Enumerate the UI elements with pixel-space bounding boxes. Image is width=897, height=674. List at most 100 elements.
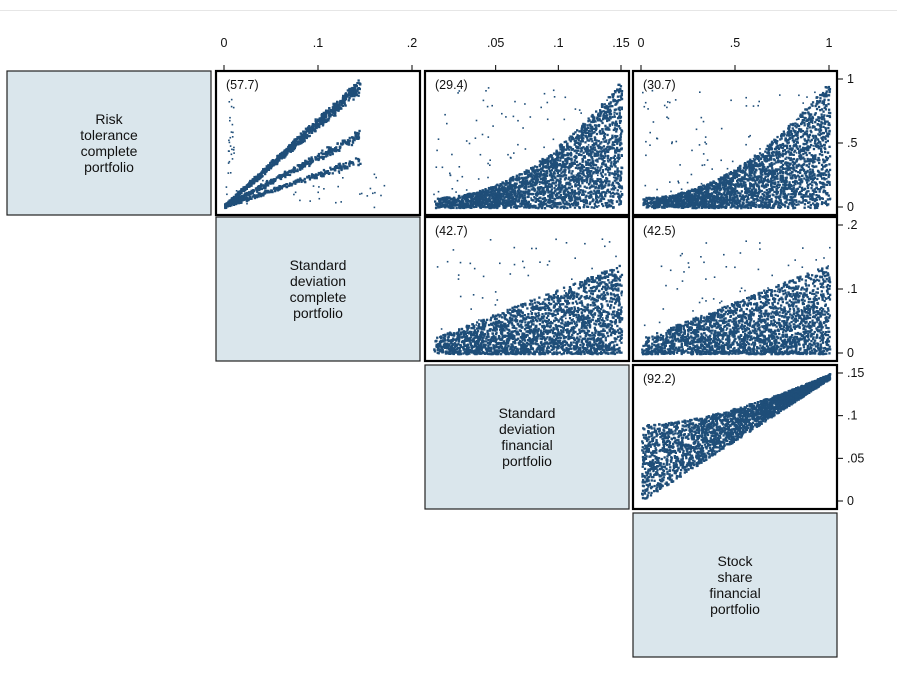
scatter-point xyxy=(574,136,578,139)
scatter-point xyxy=(565,200,568,203)
scatter-point xyxy=(513,206,516,209)
scatter-point xyxy=(274,187,276,189)
scatter-point xyxy=(801,135,804,138)
scatter-point xyxy=(815,143,818,146)
scatter-point xyxy=(567,156,570,159)
scatter-point xyxy=(593,202,596,205)
scatter-point xyxy=(555,161,558,165)
scatter-point xyxy=(336,106,339,109)
scatter-point xyxy=(815,145,818,148)
scatter-point xyxy=(568,138,571,141)
scatter-point xyxy=(495,184,498,187)
scatter-point xyxy=(753,192,756,195)
scatter-point xyxy=(605,105,609,108)
scatter-point xyxy=(523,177,526,180)
scatter-point xyxy=(569,183,572,186)
scatter-point xyxy=(485,194,488,197)
scatter-point xyxy=(453,202,457,205)
scatter-point xyxy=(335,165,338,168)
scatter-point xyxy=(518,193,522,197)
scatter-point xyxy=(273,178,276,181)
scatter-point xyxy=(322,113,325,116)
scatter-point xyxy=(748,166,752,169)
scatter-point xyxy=(373,173,376,176)
scatter-point xyxy=(525,176,528,180)
scatter-point xyxy=(441,201,444,205)
scatter-point xyxy=(505,196,508,199)
scatter-point xyxy=(570,198,573,202)
scatter-point xyxy=(580,134,583,137)
scatter-point xyxy=(300,141,303,145)
scatter-point xyxy=(508,183,512,187)
scatter-point xyxy=(590,115,593,118)
scatter-point xyxy=(617,185,621,189)
scatter-point xyxy=(577,173,580,176)
scatter-point xyxy=(586,177,589,180)
scatter-point xyxy=(255,194,258,197)
scatter-point xyxy=(597,178,600,181)
scatter-point xyxy=(797,203,800,206)
scatter-point xyxy=(544,190,547,193)
scatter-point xyxy=(279,177,282,180)
scatter-point xyxy=(517,176,520,179)
scatter-point xyxy=(248,182,251,185)
scatter-point xyxy=(619,144,622,147)
scatter-point xyxy=(560,184,564,187)
scatter-point xyxy=(308,134,311,138)
scatter-point xyxy=(479,196,482,199)
scatter-point xyxy=(544,184,547,187)
scatter-point xyxy=(286,152,289,155)
scatter-point xyxy=(556,172,559,175)
scatter-point xyxy=(516,195,519,198)
scatter-point xyxy=(466,198,469,202)
scatter-point xyxy=(435,202,438,206)
scatter-point xyxy=(436,204,439,207)
scatter-point xyxy=(580,164,583,167)
scatter-point xyxy=(601,121,604,125)
scatter-point xyxy=(560,168,563,171)
scatter-point xyxy=(555,153,558,156)
scatter-point xyxy=(540,106,542,109)
scatter-point xyxy=(487,87,490,89)
scatter-point xyxy=(609,102,612,105)
scatter-point xyxy=(518,173,522,176)
scatter-point xyxy=(601,169,605,172)
scatter-point xyxy=(611,115,614,119)
scatter-point xyxy=(243,193,246,196)
scatter-point xyxy=(791,127,794,130)
scatter-point xyxy=(445,204,448,207)
scatter-point xyxy=(599,157,602,160)
scatter-point xyxy=(549,178,552,182)
scatter-point xyxy=(529,205,533,208)
scatter-point xyxy=(265,169,268,172)
scatter-point xyxy=(244,186,247,189)
scatter-point xyxy=(492,203,495,206)
scatter-point xyxy=(530,183,533,186)
scatter-point xyxy=(495,188,498,192)
scatter-point xyxy=(255,175,258,178)
scatter-point xyxy=(566,143,569,146)
scatter-point xyxy=(593,142,596,145)
scatter-point xyxy=(617,192,620,195)
scatter-point xyxy=(443,205,446,208)
scatter-point xyxy=(581,182,584,185)
scatter-point xyxy=(761,201,764,204)
scatter-point xyxy=(338,162,341,165)
scatter-point xyxy=(230,153,233,156)
scatter-point xyxy=(544,174,548,177)
scatter-point xyxy=(536,191,539,194)
scatter-point xyxy=(577,179,581,182)
scatter-point xyxy=(469,194,472,198)
scatter-point xyxy=(808,152,811,155)
scatter-point xyxy=(590,196,593,199)
scatter-point xyxy=(564,193,566,195)
scatter-point xyxy=(618,114,621,117)
scatter-point xyxy=(462,194,466,197)
scatter-point xyxy=(518,184,522,187)
scatter-point xyxy=(614,139,617,142)
scatter-point xyxy=(471,205,474,208)
scatter-point xyxy=(247,198,250,201)
scatter-point xyxy=(561,156,565,159)
scatter-point xyxy=(535,168,538,172)
scatter-point xyxy=(252,178,255,181)
